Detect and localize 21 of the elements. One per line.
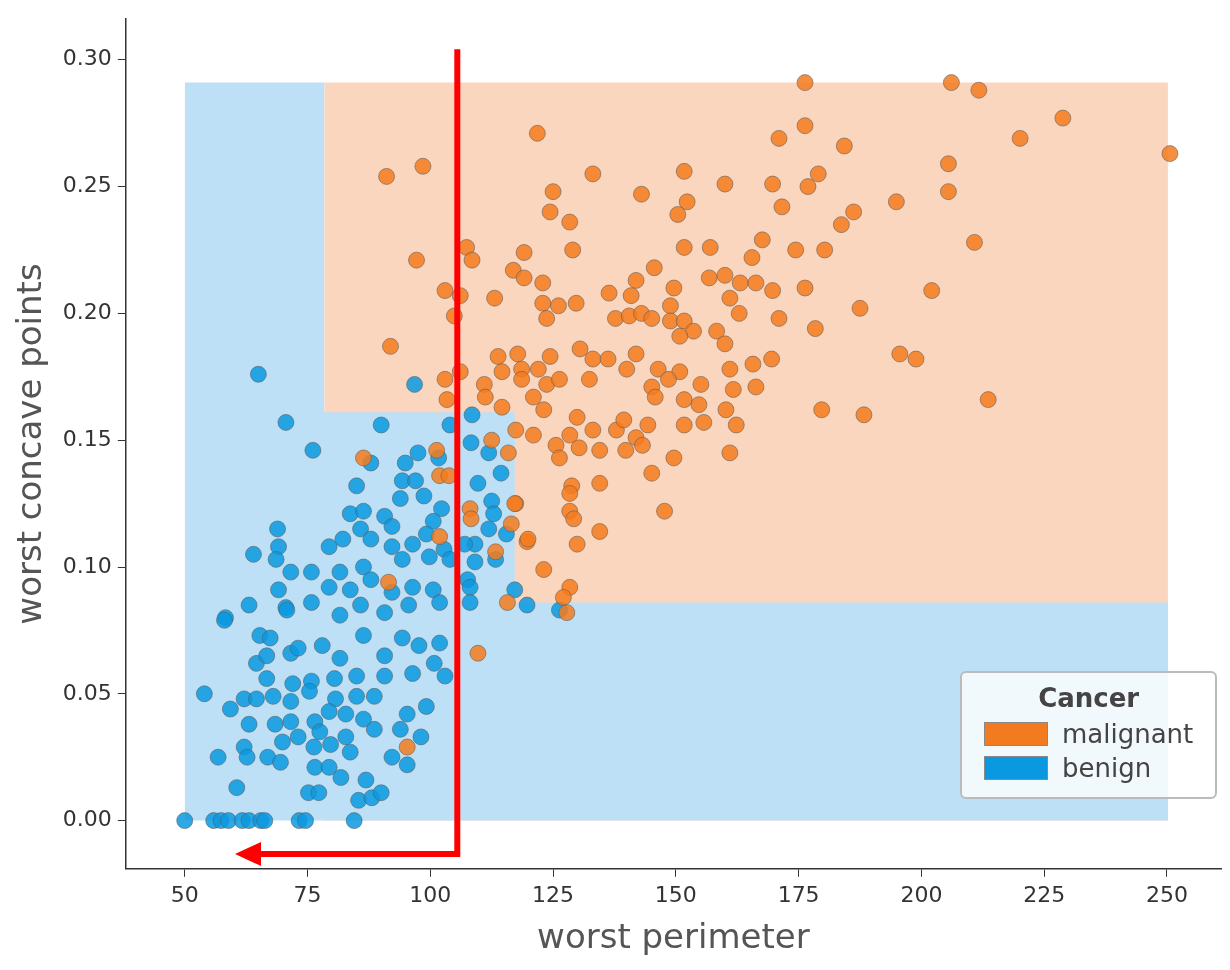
x-tick-label: 150 [654,881,697,907]
legend-label: benign [1062,752,1152,783]
x-tick-label: 125 [532,881,575,907]
x-axis-title: worst perimeter [537,916,810,957]
x-tick-label: 50 [170,881,199,907]
y-tick-label: 0.10 [62,552,112,578]
x-tick-label: 175 [777,881,820,907]
y-tick-label: 0.30 [62,45,112,71]
x-tick-label: 100 [409,881,452,907]
y-tick-label: 0.05 [62,679,112,705]
x-tick-label: 225 [1023,881,1066,907]
y-tick-label: 0.25 [62,172,112,198]
y-tick-label: 0.15 [62,425,112,451]
legend-label: malignant [1062,718,1194,749]
x-tick-label: 250 [1145,881,1188,907]
y-tick-label: 0.00 [62,806,112,832]
x-tick-label: 75 [293,881,322,907]
y-axis-title: worst concave points [9,263,50,625]
x-tick-label: 200 [900,881,943,907]
legend-title: Cancer [1037,682,1141,713]
y-tick-label: 0.20 [62,299,112,325]
